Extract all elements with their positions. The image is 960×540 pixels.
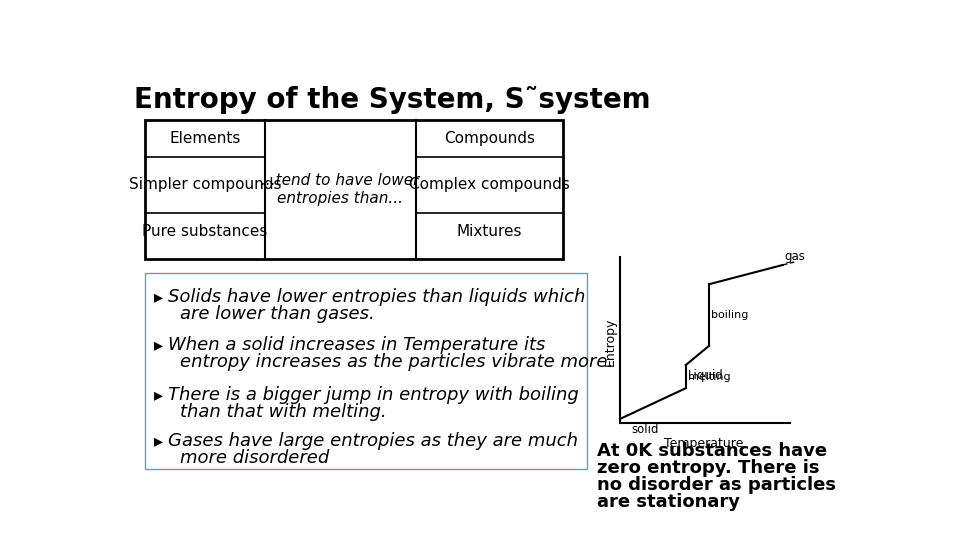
- Text: are lower than gases.: are lower than gases.: [180, 305, 374, 323]
- Text: Simpler compounds: Simpler compounds: [129, 178, 281, 192]
- Text: ▸: ▸: [155, 336, 163, 354]
- Text: Temperature: Temperature: [663, 437, 743, 450]
- Bar: [145, 273, 587, 469]
- Text: ▸: ▸: [155, 288, 163, 306]
- Text: than that with melting.: than that with melting.: [180, 403, 386, 421]
- Text: Gases have large entropies as they are much: Gases have large entropies as they are m…: [168, 432, 578, 450]
- Text: melting: melting: [688, 372, 731, 382]
- Text: There is a bigger jump in entropy with boiling: There is a bigger jump in entropy with b…: [168, 386, 579, 404]
- Text: ▸: ▸: [155, 432, 163, 450]
- Text: Complex compounds: Complex compounds: [409, 178, 570, 192]
- Text: ...tend to have lower
entropies than...: ...tend to have lower entropies than...: [261, 173, 420, 206]
- Text: ▸: ▸: [155, 386, 163, 404]
- Text: more disordered: more disordered: [180, 449, 329, 467]
- Text: boiling: boiling: [711, 310, 749, 320]
- Text: Elements: Elements: [169, 131, 241, 146]
- Text: Solids have lower entropies than liquids which: Solids have lower entropies than liquids…: [168, 288, 586, 306]
- Text: When a solid increases in Temperature its: When a solid increases in Temperature it…: [168, 336, 545, 354]
- Text: no disorder as particles: no disorder as particles: [596, 476, 835, 494]
- Text: solid: solid: [632, 423, 659, 436]
- Text: At 0K substances have: At 0K substances have: [596, 442, 827, 460]
- Text: zero entropy. There is: zero entropy. There is: [596, 459, 819, 477]
- Text: Pure substances: Pure substances: [142, 224, 268, 239]
- Text: Entropy: Entropy: [604, 318, 617, 366]
- Text: Entropy of the System, S˜system: Entropy of the System, S˜system: [134, 86, 651, 114]
- Text: Mixtures: Mixtures: [457, 224, 522, 239]
- Text: entropy increases as the particles vibrate more.: entropy increases as the particles vibra…: [180, 353, 612, 371]
- Text: are stationary: are stationary: [596, 493, 739, 511]
- Text: Liquid: Liquid: [688, 369, 724, 382]
- Bar: [145, 120, 564, 259]
- Text: Compounds: Compounds: [444, 131, 535, 146]
- Text: gas: gas: [784, 249, 805, 262]
